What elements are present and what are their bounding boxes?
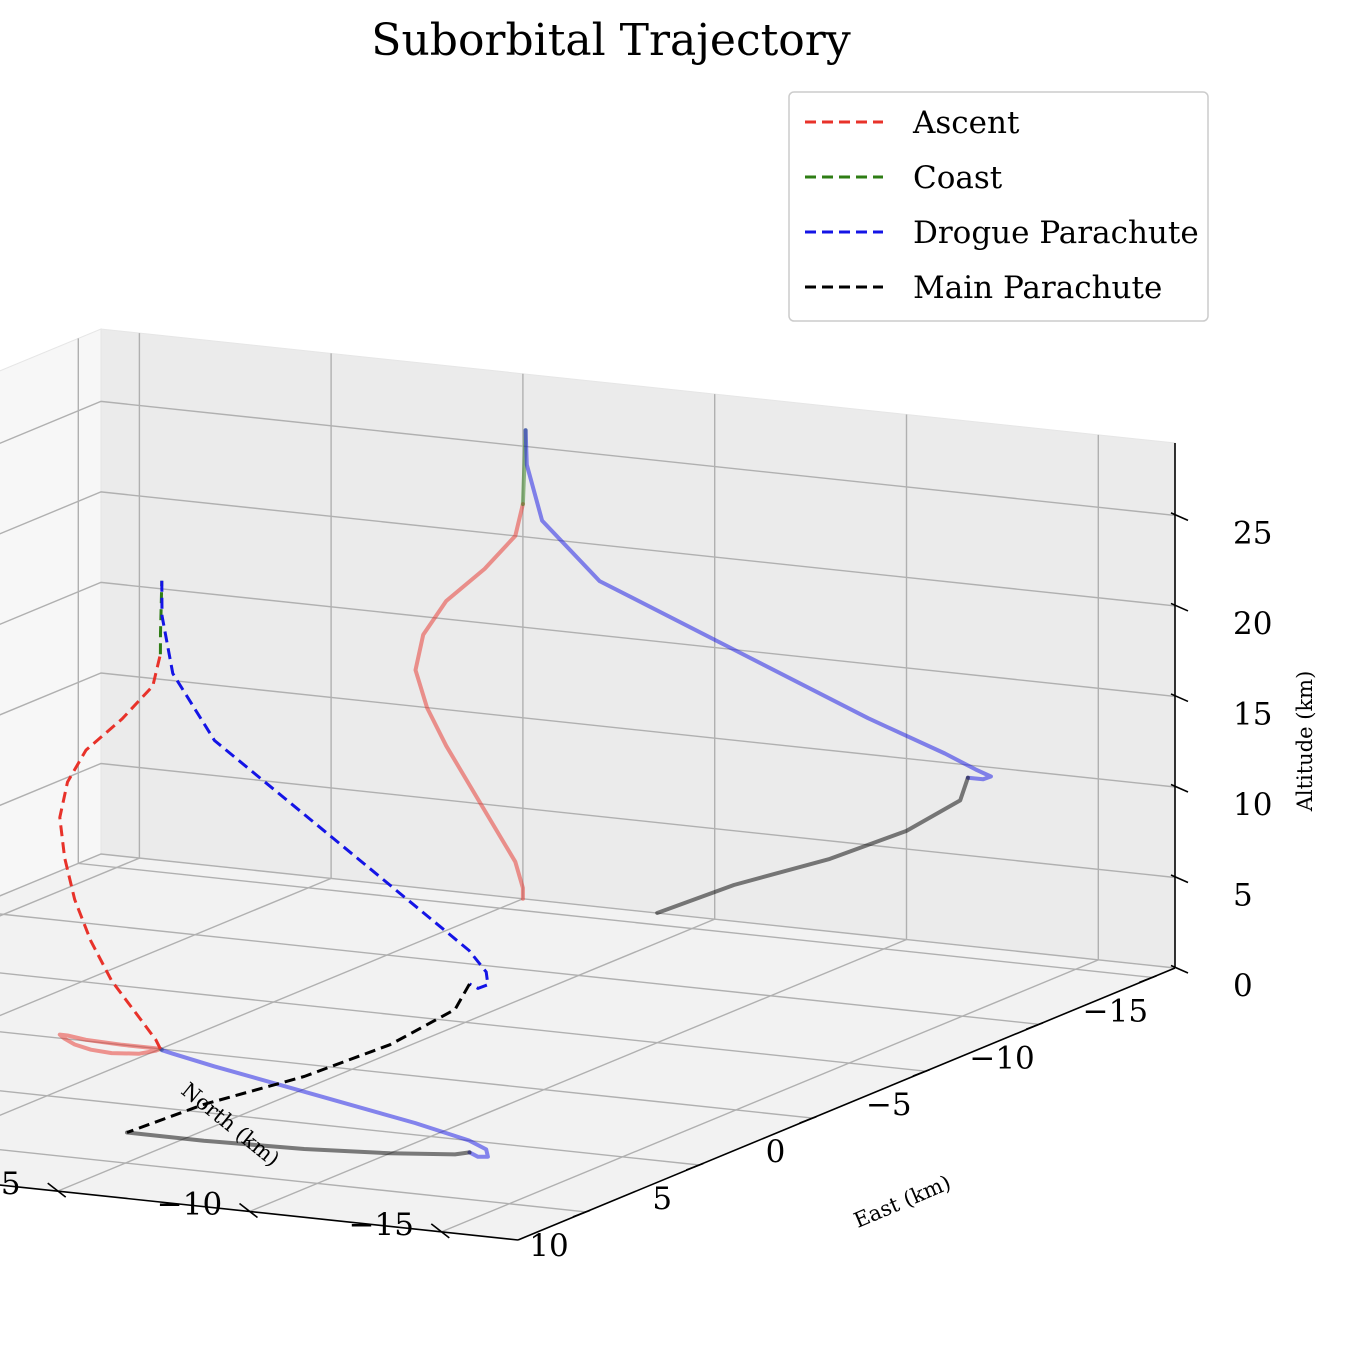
grid-line-x (0, 913, 1040, 1025)
x-tick (685, 1162, 704, 1171)
series-line-drogue-parachute (160, 580, 490, 991)
z-tick (1170, 693, 1189, 703)
grid-line-z (0, 853, 1176, 969)
grid-line-z (0, 672, 1176, 788)
y-tick (239, 1202, 258, 1219)
ground-projection-main-parachute (125, 1130, 472, 1157)
grid-line-z (0, 762, 1176, 879)
x-tick-label: −5 (866, 1087, 912, 1123)
y-tick-label: −15 (349, 1207, 414, 1243)
legend-label: Main Parachute (913, 270, 1162, 306)
legend-label: Coast (913, 160, 1003, 196)
grid-line-x (0, 1148, 587, 1213)
axis-lines (0, 443, 1189, 1241)
east-wall-projection-ascent (413, 502, 525, 901)
x-tick (1139, 975, 1157, 984)
z-tick-label: 5 (1233, 877, 1253, 913)
grid-line-z (0, 400, 1176, 517)
z-tick (1170, 512, 1189, 522)
grid-line-x (0, 1090, 700, 1166)
legend-label: Ascent (912, 105, 1020, 141)
east-wall-projection-drogue-parachute (523, 428, 993, 782)
series-line-coast (158, 580, 164, 655)
z-axis-label: Altitude (km) (1293, 671, 1317, 813)
z-tick-label: 0 (1233, 968, 1253, 1004)
x-tick (912, 1068, 931, 1077)
ground-projection-drogue-parachute (159, 1047, 490, 1159)
y-tick-label: −10 (157, 1187, 222, 1223)
z-tick (1170, 602, 1189, 612)
x-tick-label: 0 (766, 1134, 786, 1170)
z-tick (1170, 964, 1189, 974)
x-axis-line (517, 967, 1176, 1241)
axis-panes (0, 328, 1176, 1241)
ground-projection-ascent (57, 1032, 163, 1056)
chart-title: Suborbital Trajectory (371, 15, 851, 66)
legend-frame (788, 91, 1209, 322)
x-tick-label: −15 (1083, 993, 1148, 1029)
grid-line-z (0, 491, 1176, 607)
data-series (57, 428, 993, 1159)
z-tick-label: 20 (1233, 606, 1272, 642)
z-tick-label: 25 (1233, 515, 1272, 551)
z-tick-label: 10 (1233, 787, 1272, 823)
x-tick-label: 5 (652, 1181, 672, 1217)
x-tick (572, 1209, 591, 1218)
x-tick (1025, 1022, 1044, 1031)
grid-line-x (0, 1031, 813, 1119)
y-tick (430, 1223, 450, 1239)
x-axis-label: East (km) (850, 1170, 954, 1232)
grid-line-x (0, 972, 926, 1072)
east-wall-projection-main-parachute (655, 775, 970, 915)
x-tick (799, 1115, 817, 1124)
y-tick-label: −5 (0, 1166, 21, 1202)
z-tick-label: 15 (1233, 696, 1272, 732)
legend-label: Drogue Parachute (913, 215, 1199, 251)
z-tick (1170, 874, 1189, 884)
north-wall-pane (0, 328, 102, 897)
y-axis-line (0, 1184, 519, 1241)
x-tick-label: −10 (969, 1040, 1034, 1076)
series-line-main-parachute (126, 983, 471, 1134)
x-tick-label: 10 (529, 1228, 568, 1264)
y-tick (47, 1182, 67, 1198)
grid-line-z (0, 581, 1176, 698)
legend: Ascent Coast Drogue Parachute Main Parachut… (788, 91, 1209, 322)
series-line-ascent (58, 653, 162, 1050)
z-tick (1170, 783, 1189, 793)
